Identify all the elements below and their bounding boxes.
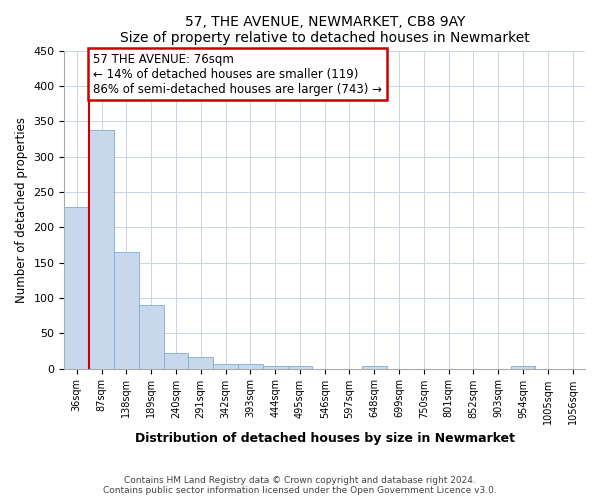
Title: 57, THE AVENUE, NEWMARKET, CB8 9AY
Size of property relative to detached houses : 57, THE AVENUE, NEWMARKET, CB8 9AY Size … [120,15,530,45]
Bar [114,252,139,368]
Bar [287,366,313,368]
Bar [64,208,89,368]
X-axis label: Distribution of detached houses by size in Newmarket: Distribution of detached houses by size … [135,432,515,445]
Text: Contains HM Land Registry data © Crown copyright and database right 2024.
Contai: Contains HM Land Registry data © Crown c… [103,476,497,495]
Bar [89,130,114,368]
Bar [188,356,213,368]
Y-axis label: Number of detached properties: Number of detached properties [15,116,28,302]
Bar [511,366,535,368]
Bar [164,353,188,368]
Bar [139,305,164,368]
Bar [213,364,238,368]
Bar [263,366,287,368]
Bar [238,364,263,368]
Text: 57 THE AVENUE: 76sqm
← 14% of detached houses are smaller (119)
86% of semi-deta: 57 THE AVENUE: 76sqm ← 14% of detached h… [93,52,382,96]
Bar [362,366,386,368]
